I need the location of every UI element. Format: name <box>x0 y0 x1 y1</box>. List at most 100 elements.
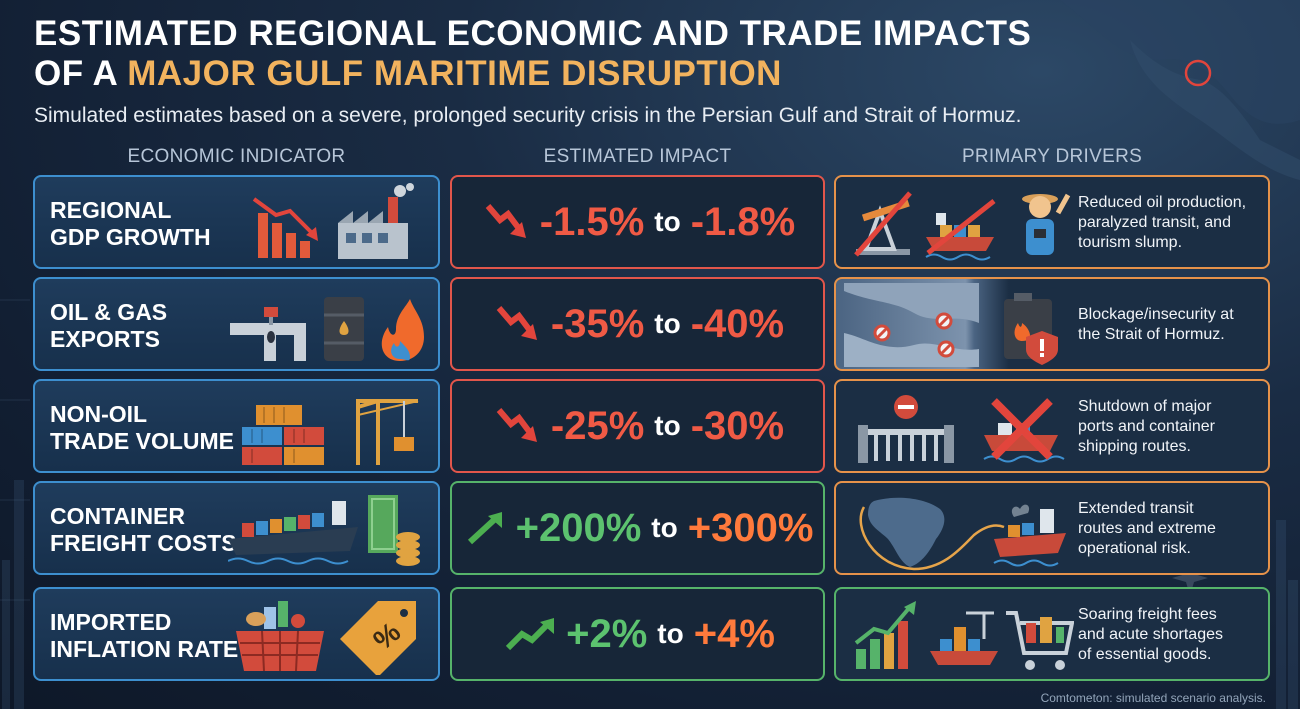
driver-line1: Extended transit <box>1078 500 1194 517</box>
indicator-label-line2: INFLATION RATE <box>50 636 239 662</box>
driver-line3: of essential goods. <box>1078 646 1212 663</box>
crossed-cargo-ship-icon <box>925 199 996 261</box>
percent-price-tag-icon: % <box>340 601 416 675</box>
shipping-containers-icon <box>242 405 324 465</box>
impact-card: +200% to +300% <box>450 481 825 575</box>
indicator-label: OIL & GAS EXPORTS <box>50 299 250 353</box>
impact-to: -1.8% <box>690 199 796 244</box>
impact-from: +2% <box>566 611 648 656</box>
indicator-label-line2: EXPORTS <box>50 326 160 352</box>
impact-from: -35% <box>550 301 645 346</box>
container-ship-icon <box>228 501 358 565</box>
pipeline-valve-icon <box>230 307 306 361</box>
impact-to-word: to <box>654 206 681 237</box>
trend-up-arrow-icon <box>467 512 502 545</box>
indicator-label-line1: CONTAINER <box>50 503 186 529</box>
impact-value: -35% to -40% <box>462 279 817 369</box>
driver-icons <box>854 191 1071 261</box>
strait-map-icon <box>844 283 979 367</box>
indicator-icons <box>228 495 420 566</box>
money-stack-icon <box>368 495 420 566</box>
title-prefix: OF A <box>34 54 128 93</box>
title-accent: MAJOR GULF MARITIME DISRUPTION <box>127 54 782 93</box>
driver-line2: routes and extreme <box>1078 520 1216 537</box>
oil-barrel-icon <box>324 297 364 361</box>
driver-line2: and acute shortages <box>1078 626 1223 643</box>
port-crane-icon <box>356 399 419 465</box>
trend-up-arrow-icon <box>505 618 555 651</box>
column-header-drivers: PRIMARY DRIVERS <box>961 146 1143 167</box>
impact-from: -25% <box>550 403 645 448</box>
indicator-card: IMPORTED INFLATION RATE % <box>33 587 440 681</box>
driver-line2: the Strait of Hormuz. <box>1078 326 1225 343</box>
impact-value: -1.5% to -1.8% <box>462 177 817 267</box>
driver-text: Shutdown of major ports and container sh… <box>1078 389 1266 465</box>
driver-line1: Shutdown of major <box>1078 398 1212 415</box>
impact-to-word: to <box>654 308 681 339</box>
indicator-card: CONTAINER FREIGHT COSTS <box>33 481 440 575</box>
closed-port-gate-icon <box>858 395 954 463</box>
row-non-oil-trade: NON-OIL TRADE VOLUME <box>0 379 1300 473</box>
driver-icons <box>844 283 1058 367</box>
indicator-icons: % <box>236 601 416 675</box>
factory-icon <box>338 183 414 259</box>
driver-card: Blockage/insecurity at the Strait of Hor… <box>834 277 1270 371</box>
driver-card: Reduced oil production, paralyzed transi… <box>834 175 1270 269</box>
indicator-card: REGIONAL GDP GROWTH <box>33 175 440 269</box>
row-oil-gas-exports: OIL & GAS EXPORTS <box>0 277 1300 371</box>
row-imported-inflation: IMPORTED INFLATION RATE % <box>0 587 1300 681</box>
indicator-card: OIL & GAS EXPORTS <box>33 277 440 371</box>
indicator-card: NON-OIL TRADE VOLUME <box>33 379 440 473</box>
indicator-label-line2: GDP GROWTH <box>50 224 211 250</box>
trend-down-arrow-icon <box>485 204 526 238</box>
driver-text: Blockage/insecurity at the Strait of Hor… <box>1078 287 1266 363</box>
impact-card: -35% to -40% <box>450 277 825 371</box>
driver-line1: Blockage/insecurity at <box>1078 306 1234 323</box>
impact-to: -30% <box>690 403 785 448</box>
impact-from: -1.5% <box>539 199 645 244</box>
impact-value: +2% to +4% <box>462 589 817 679</box>
gas-flame-icon <box>381 299 424 361</box>
damaged-ship-icon <box>993 504 1066 567</box>
row-gdp-growth: REGIONAL GDP GROWTH <box>0 175 1300 269</box>
impact-to-word: to <box>657 618 684 649</box>
driver-icons <box>859 497 1066 571</box>
footer-source-note: Comtometon: simulated scenario analysis. <box>1040 691 1266 705</box>
driver-icons <box>854 601 1074 670</box>
indicator-label: IMPORTED INFLATION RATE <box>50 609 250 663</box>
indicator-label-line1: NON-OIL <box>50 401 148 427</box>
column-header-indicator: ECONOMIC INDICATOR <box>127 146 346 167</box>
impact-to-word: to <box>651 512 678 543</box>
driver-card: Soaring freight fees and acute shortages… <box>834 587 1270 681</box>
impact-to-word: to <box>654 410 681 441</box>
shopping-cart-icon <box>1006 611 1074 670</box>
page-title: ESTIMATED REGIONAL ECONOMIC AND TRADE IM… <box>34 14 1074 94</box>
indicator-label-line2: FREIGHT COSTS <box>50 530 237 556</box>
impact-value: -25% to -30% <box>462 381 817 471</box>
fuel-canister-warning-icon <box>1004 293 1058 365</box>
indicator-label-line2: TRADE VOLUME <box>50 428 234 454</box>
driver-text: Soaring freight fees and acute shortages… <box>1078 597 1266 673</box>
indicator-icons <box>242 399 419 465</box>
indicator-label: REGIONAL GDP GROWTH <box>50 197 250 251</box>
title-line-1: ESTIMATED REGIONAL ECONOMIC AND TRADE IM… <box>34 14 1032 53</box>
crossed-oil-pump-icon <box>854 191 912 257</box>
hormuz-marker-icon <box>1184 59 1212 87</box>
driver-line3: shipping routes. <box>1078 438 1191 455</box>
driver-line1: Reduced oil production, <box>1078 194 1247 211</box>
impact-card: +2% to +4% <box>450 587 825 681</box>
indicator-label-line1: REGIONAL <box>50 197 172 223</box>
rising-bar-chart-icon <box>854 601 916 669</box>
driver-card: Extended transit routes and extreme oper… <box>834 481 1270 575</box>
cargo-ship-icon <box>930 611 998 665</box>
row-container-freight: CONTAINER FREIGHT COSTS <box>0 481 1300 575</box>
driver-card: Shutdown of major ports and container sh… <box>834 379 1270 473</box>
indicator-label: CONTAINER FREIGHT COSTS <box>50 503 250 557</box>
driver-text: Reduced oil production, paralyzed transi… <box>1078 185 1266 261</box>
indicator-label: NON-OIL TRADE VOLUME <box>50 401 250 455</box>
driver-icons <box>858 395 1065 463</box>
indicator-icons <box>252 183 414 259</box>
africa-route-map-icon <box>859 497 1005 571</box>
crossed-ship-icon <box>983 398 1065 463</box>
